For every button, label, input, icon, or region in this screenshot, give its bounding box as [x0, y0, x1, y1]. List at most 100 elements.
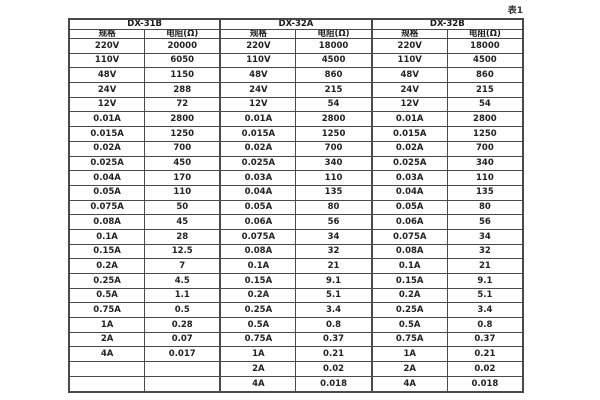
spec-cell: 0.2A — [68, 258, 146, 274]
resistance-cell: 0.07 — [144, 331, 221, 348]
resistance-cell: 340 — [446, 155, 524, 172]
resistance-cell: 20000 — [144, 38, 221, 54]
resistance-cell: 1150 — [144, 67, 221, 84]
table-row: 0.2A 7 0.1A 21 0.1A 21 — [68, 258, 524, 274]
resistance-cell: 5.1 — [446, 287, 524, 304]
col-header-resistance: 电阻(Ω) — [446, 28, 524, 39]
spec-cell: 110V — [370, 52, 448, 69]
spec-cell: 0.01A — [219, 111, 297, 128]
resistance-cell — [144, 375, 221, 393]
spec-cell: 2A — [68, 331, 146, 348]
spec-cell: 0.2A — [219, 287, 297, 304]
spec-cell: 0.03A — [219, 170, 297, 186]
spec-cell: 0.15A — [370, 273, 448, 289]
spec-cell: 0.04A — [219, 184, 297, 201]
resistance-cell: 34 — [446, 228, 524, 245]
table-row: 4A 0.017 1A 0.21 1A 0.21 — [68, 346, 524, 363]
resistance-cell: 54 — [295, 96, 373, 113]
resistance-cell: 1.1 — [144, 287, 221, 304]
group-header-dx-32a: DX-32A — [219, 18, 373, 30]
resistance-cell: 18000 — [295, 38, 373, 54]
spec-cell: 12V — [219, 96, 297, 113]
resistance-cell: 450 — [144, 155, 221, 172]
resistance-cell: 340 — [295, 155, 373, 172]
resistance-cell: 5.1 — [295, 287, 373, 304]
spec-cell: 0.15A — [68, 243, 146, 260]
spec-cell: 0.1A — [219, 258, 297, 274]
spec-cell: 0.25A — [219, 302, 297, 319]
table-caption: 表1 — [507, 6, 523, 16]
table-row: 0.75A 0.5 0.25A 3.4 0.25A 3.4 — [68, 302, 524, 319]
resistance-cell: 0.018 — [446, 375, 524, 393]
resistance-cell: 110 — [446, 170, 524, 186]
table-row: 0.025A 450 0.025A 340 0.025A 340 — [68, 155, 524, 172]
resistance-cell: 21 — [446, 258, 524, 274]
resistance-cell: 700 — [295, 140, 373, 157]
spec-cell: 4A — [370, 375, 448, 393]
spec-cell: 220V — [68, 38, 146, 54]
spec-cell: 0.06A — [370, 214, 448, 230]
col-header-resistance: 电阻(Ω) — [295, 28, 373, 39]
resistance-cell: 215 — [446, 82, 524, 98]
resistance-cell: 0.8 — [295, 317, 373, 333]
spec-cell: 0.75A — [219, 331, 297, 348]
resistance-cell: 18000 — [446, 38, 524, 54]
spec-cell: 0.02A — [219, 140, 297, 157]
spec-cell: 1A — [68, 317, 146, 333]
spec-cell: 0.02A — [68, 140, 146, 157]
spec-cell: 2A — [219, 361, 297, 377]
resistance-cell: 9.1 — [295, 273, 373, 289]
spec-cell: 0.25A — [370, 302, 448, 319]
spec-cell: 2A — [370, 361, 448, 377]
resistance-cell: 1250 — [446, 126, 524, 142]
resistance-spec-table: DX-31B DX-32A DX-32B 规格 电阻(Ω) 规格 电阻(Ω) 规格 电阻(Ω) … — [68, 18, 524, 393]
spec-cell — [68, 361, 146, 377]
spec-cell: 24V — [370, 82, 448, 98]
col-header-spec: 规格 — [68, 28, 146, 39]
resistance-cell: 21 — [295, 258, 373, 274]
table-row: 48V 1150 48V 860 48V 860 — [68, 67, 524, 84]
spec-cell: 0.075A — [219, 228, 297, 245]
group-header-dx-32b: DX-32B — [370, 18, 524, 30]
resistance-cell: 0.018 — [295, 375, 373, 393]
resistance-cell: 1250 — [295, 126, 373, 142]
spec-cell: 4A — [219, 375, 297, 393]
table-row: 0.08A 45 0.06A 56 0.06A 56 — [68, 214, 524, 230]
spec-cell: 0.1A — [370, 258, 448, 274]
spec-cell: 12V — [370, 96, 448, 113]
resistance-cell: 860 — [295, 67, 373, 84]
table-row: 0.25A 4.5 0.15A 9.1 0.15A 9.1 — [68, 273, 524, 289]
resistance-cell: 110 — [295, 170, 373, 186]
resistance-cell: 56 — [295, 214, 373, 230]
resistance-cell: 4500 — [446, 52, 524, 69]
resistance-cell: 72 — [144, 96, 221, 113]
resistance-cell: 2800 — [446, 111, 524, 128]
spec-cell: 110V — [68, 52, 146, 69]
group-header-dx-31b: DX-31B — [68, 18, 221, 30]
resistance-cell: 110 — [144, 184, 221, 201]
spec-cell: 0.01A — [370, 111, 448, 128]
resistance-cell: 288 — [144, 82, 221, 98]
resistance-cell: 0.017 — [144, 346, 221, 363]
resistance-cell: 2800 — [144, 111, 221, 128]
resistance-cell: 135 — [446, 184, 524, 201]
resistance-cell: 56 — [446, 214, 524, 230]
spec-cell: 0.015A — [219, 126, 297, 142]
spec-cell: 0.05A — [219, 199, 297, 216]
table-row: 110V 6050 110V 4500 110V 4500 — [68, 52, 524, 69]
spec-cell: 48V — [370, 67, 448, 84]
resistance-cell: 0.02 — [295, 361, 373, 377]
resistance-cell: 7 — [144, 258, 221, 274]
resistance-cell: 0.21 — [295, 346, 373, 363]
spec-cell: 0.2A — [370, 287, 448, 304]
spec-cell: 4A — [68, 346, 146, 363]
resistance-cell: 34 — [295, 228, 373, 245]
spec-cell: 220V — [219, 38, 297, 54]
spec-cell: 0.05A — [370, 199, 448, 216]
table-body: 220V 20000 220V 18000 220V 18000 110V 6050 110V 4… — [68, 38, 524, 393]
resistance-cell: 0.5 — [144, 302, 221, 319]
spec-cell: 0.04A — [68, 170, 146, 186]
spec-cell: 24V — [219, 82, 297, 98]
col-header-resistance: 电阻(Ω) — [144, 28, 221, 39]
table-row: 2A 0.02 2A 0.02 — [68, 361, 524, 377]
